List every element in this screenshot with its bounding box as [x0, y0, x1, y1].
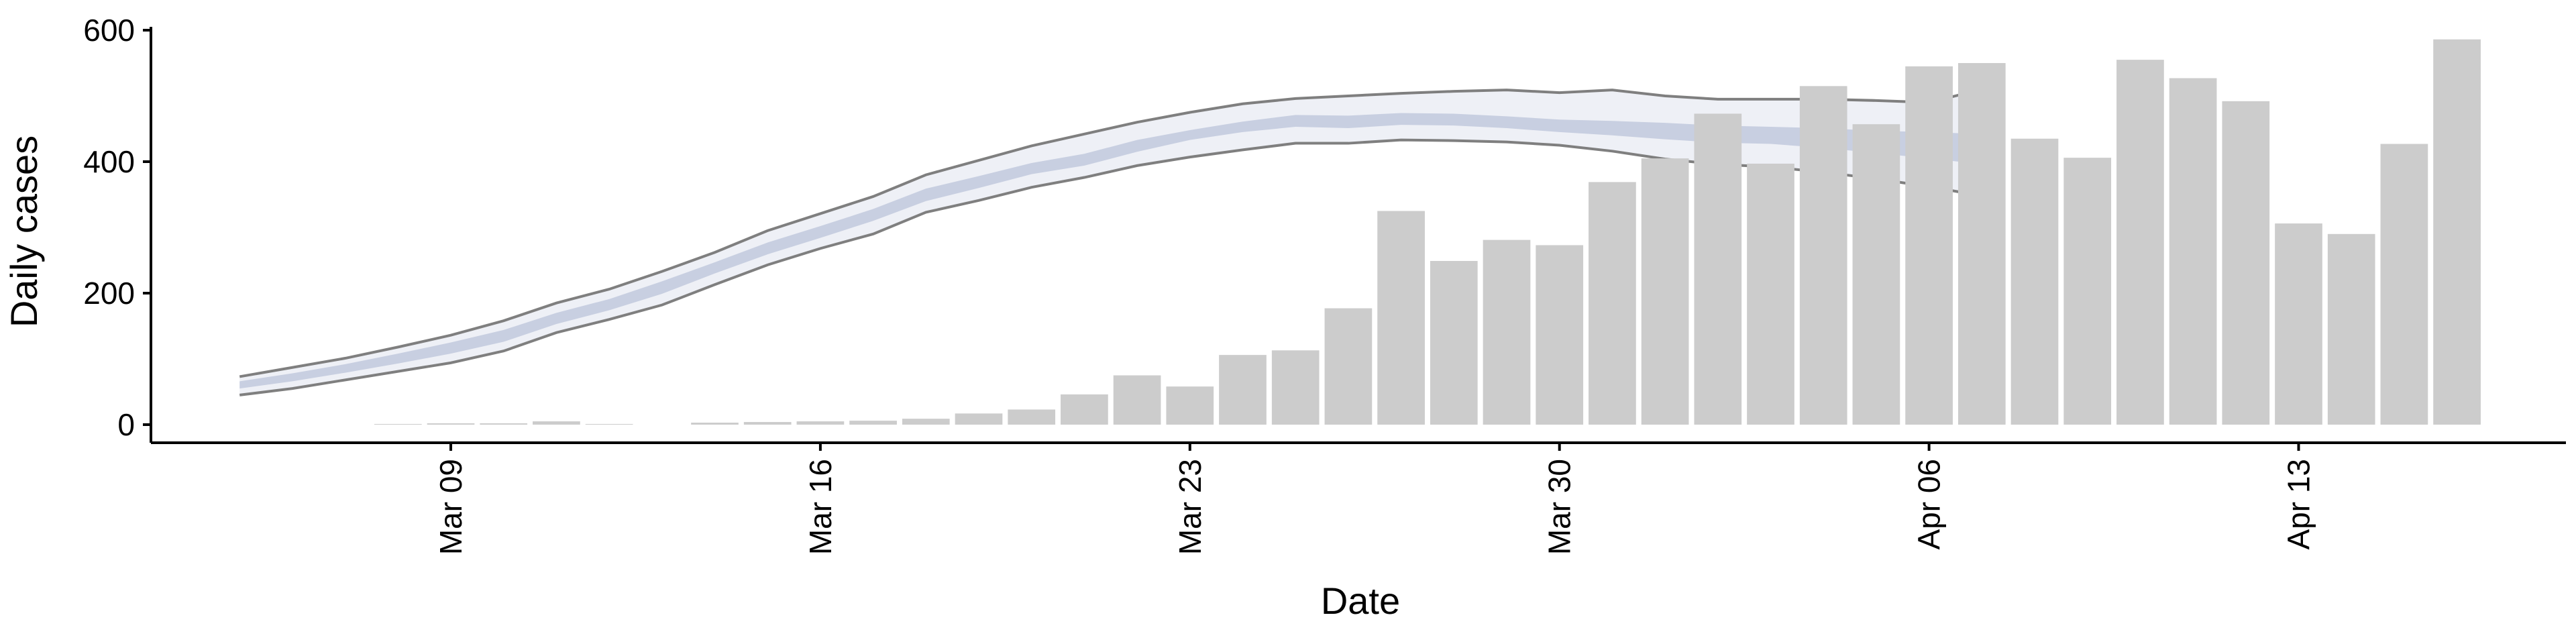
bar: [1483, 239, 1531, 425]
bar: [1641, 158, 1689, 425]
bar: [2380, 144, 2428, 425]
bar: [1061, 394, 1108, 425]
y-tick-label: 0: [117, 407, 135, 442]
y-tick-label: 600: [83, 13, 135, 48]
bars: [374, 39, 2481, 425]
bar: [1166, 386, 1214, 425]
ribbon-lower-line: [239, 138, 1982, 396]
bar: [585, 424, 633, 425]
bar: [902, 419, 950, 425]
x-tick-label: Mar 23: [1173, 459, 1208, 555]
bar: [1536, 245, 1584, 425]
ribbon-upper-line: [239, 88, 1982, 378]
x-tick-label: Apr 13: [2282, 459, 2316, 550]
bar: [1008, 409, 1056, 425]
bar: [1324, 308, 1373, 425]
x-tick-label: Mar 16: [803, 459, 838, 555]
bar: [2063, 158, 2112, 425]
x-tick-label: Mar 09: [433, 459, 468, 555]
bar: [1694, 113, 1742, 425]
y-tick-label: 200: [83, 276, 135, 311]
bar: [955, 413, 1003, 425]
bar: [1113, 375, 1161, 425]
x-tick-label: Apr 06: [1912, 459, 1947, 550]
bar: [849, 421, 897, 425]
y-axis-ticks: 0 200 400 600: [83, 13, 151, 442]
bar: [2275, 223, 2322, 425]
bar: [1747, 163, 1794, 425]
bar: [1430, 260, 1478, 425]
bar: [2433, 39, 2481, 425]
x-tick-label: Mar 30: [1542, 459, 1577, 555]
bar: [427, 423, 475, 425]
bar: [2169, 78, 2217, 425]
bar: [796, 421, 845, 425]
bar: [2116, 60, 2164, 425]
x-axis-ticks: Mar 09 Mar 16 Mar 23 Mar 30 Apr 06 Apr 13: [433, 443, 2316, 555]
x-axis-title: Date: [1321, 580, 1400, 622]
bar: [374, 424, 422, 425]
bar: [743, 422, 792, 425]
y-tick-label: 400: [83, 144, 135, 179]
bar: [1799, 86, 1847, 425]
bar: [691, 423, 739, 425]
bar: [1219, 355, 1267, 425]
bar: [2010, 138, 2059, 425]
bar: [480, 423, 528, 425]
bar: [1957, 63, 2006, 425]
bar: [1589, 182, 1636, 425]
bar: [1905, 66, 1953, 425]
bar: [2327, 233, 2375, 425]
y-axis-title: Daily cases: [3, 136, 45, 327]
bar: [533, 421, 580, 425]
bar: [1271, 350, 1320, 425]
bar: [2222, 101, 2270, 425]
bar: [1377, 211, 1425, 425]
axes: [150, 27, 2566, 444]
bar: [1852, 124, 1900, 425]
